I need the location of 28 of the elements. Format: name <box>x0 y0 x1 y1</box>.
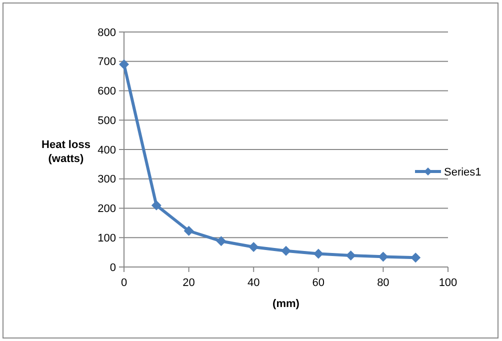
y-axis-title: Heat loss (watts) <box>42 139 90 165</box>
y-tick-label: 500 <box>98 114 116 127</box>
y-tick-label: 300 <box>98 174 116 186</box>
x-tick-label: 80 <box>377 277 390 289</box>
point <box>248 242 259 252</box>
point <box>119 59 129 70</box>
legend-label: Series1 <box>444 166 482 178</box>
y-tick-label: 100 <box>98 232 116 244</box>
x-tick-label: 100 <box>438 277 458 289</box>
x-axis-title: (mm) <box>272 298 300 310</box>
point <box>346 250 356 261</box>
y-tick-label: 0 <box>110 262 116 274</box>
point <box>151 200 162 210</box>
point <box>378 252 388 262</box>
x-tick-label: 60 <box>312 277 325 289</box>
y-tick-label: 700 <box>98 56 116 68</box>
y-tick-label: 800 <box>98 26 116 39</box>
x-tick-label: 20 <box>182 277 195 289</box>
point <box>216 236 226 246</box>
y-tick-label: 200 <box>98 203 116 216</box>
point <box>184 226 194 236</box>
point <box>313 248 324 259</box>
y-tick-label: 600 <box>98 86 116 98</box>
point <box>281 246 291 256</box>
x-tick-label: 0 <box>120 277 128 289</box>
x-tick-label: 40 <box>247 277 260 289</box>
point <box>410 252 421 263</box>
y-tick-label: 400 <box>98 144 116 156</box>
